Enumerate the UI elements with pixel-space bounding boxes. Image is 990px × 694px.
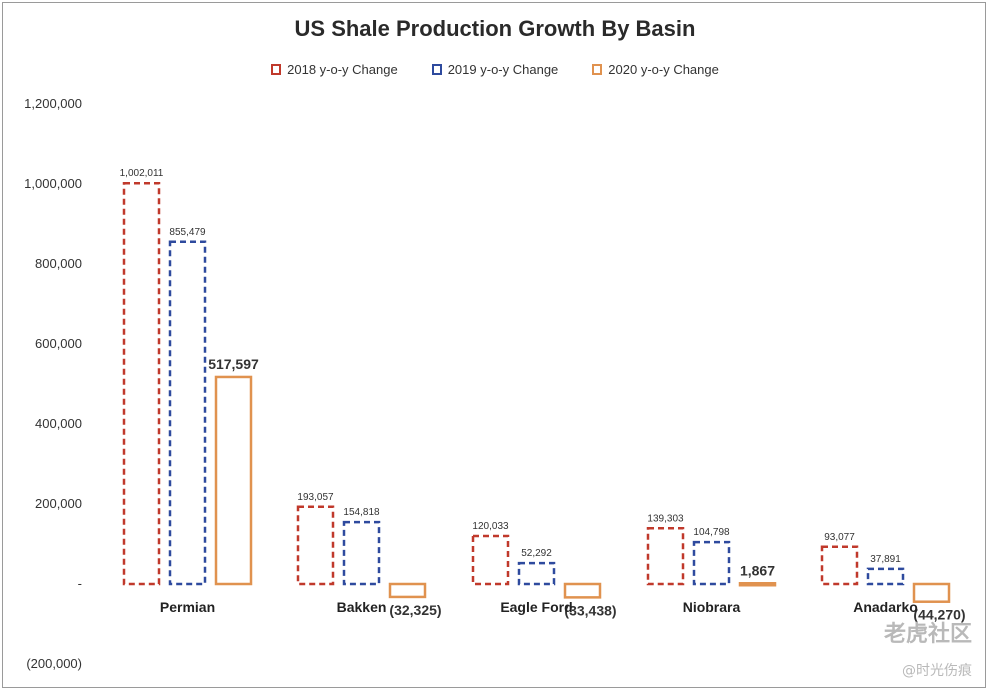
- data-label: 855,479: [169, 227, 206, 238]
- legend-label-2018: 2018 y-o-y Change: [287, 62, 398, 77]
- data-label: 1,002,011: [120, 168, 164, 179]
- legend-label-2019: 2019 y-o-y Change: [447, 62, 559, 77]
- x-tick-label: Niobrara: [683, 599, 741, 615]
- data-label: 104,798: [693, 527, 730, 538]
- y-tick-label: 1,200,000: [24, 96, 82, 111]
- bar-anadarko-1: [820, 545, 859, 586]
- y-tick-label: 600,000: [35, 336, 82, 351]
- bar-eagle-ford-3: [563, 582, 602, 599]
- bar-permian-3: [214, 375, 253, 586]
- data-label: 154,818: [343, 507, 380, 518]
- data-label: 517,597: [208, 356, 259, 372]
- bar-permian-1: [122, 181, 161, 586]
- legend-swatch-2018: [271, 64, 282, 75]
- watermark-secondary: @时光伤痕: [902, 663, 972, 679]
- bar-niobrara-1: [646, 527, 685, 586]
- legend-swatch-2020: [592, 64, 603, 75]
- chart-legend: 2018 y-o-y Change 2019 y-o-y Change 2020…: [0, 62, 990, 77]
- data-label: 37,891: [870, 554, 901, 565]
- legend-item-2018: 2018 y-o-y Change: [271, 62, 398, 77]
- data-label: 120,033: [472, 521, 509, 532]
- data-label: 139,303: [647, 513, 684, 524]
- bar-bakken-3: [388, 582, 427, 599]
- bar-eagle-ford-1: [471, 534, 510, 586]
- data-label: 193,057: [297, 492, 334, 503]
- legend-item-2019: 2019 y-o-y Change: [431, 62, 559, 77]
- x-tick-label: Permian: [160, 599, 215, 615]
- y-tick-label: 1,000,000: [24, 176, 82, 191]
- bar-eagle-ford-2: [517, 561, 556, 586]
- data-label: 52,292: [521, 548, 552, 559]
- bar-anadarko-2: [866, 567, 905, 586]
- y-tick-label: 200,000: [35, 496, 82, 511]
- data-label: 93,077: [824, 532, 855, 543]
- data-label: (44,270): [913, 607, 965, 623]
- legend-swatch-2019: [431, 64, 442, 75]
- watermark-primary: 老虎社区: [883, 622, 972, 647]
- y-tick-label: 400,000: [35, 416, 82, 431]
- bar-niobrara-2: [692, 540, 731, 586]
- x-tick-label: Bakken: [337, 599, 387, 615]
- y-tick-label: (200,000): [26, 656, 82, 671]
- legend-item-2020: 2020 y-o-y Change: [592, 62, 719, 77]
- bar-bakken-2: [342, 520, 381, 586]
- bar-niobrara-3: [738, 582, 777, 587]
- data-label: (32,325): [389, 602, 441, 618]
- x-tick-label: Anadarko: [853, 599, 918, 615]
- data-label: 1,867: [740, 562, 775, 578]
- chart-title: US Shale Production Growth By Basin: [294, 16, 696, 41]
- y-tick-label: 800,000: [35, 256, 82, 271]
- x-tick-label: Eagle Ford: [500, 599, 572, 615]
- bar-permian-2: [168, 240, 207, 586]
- bar-anadarko-3: [912, 582, 951, 603]
- y-tick-label: -: [78, 576, 82, 591]
- bar-bakken-1: [296, 505, 335, 586]
- data-label: (33,438): [564, 602, 616, 618]
- legend-label-2020: 2020 y-o-y Change: [608, 62, 719, 77]
